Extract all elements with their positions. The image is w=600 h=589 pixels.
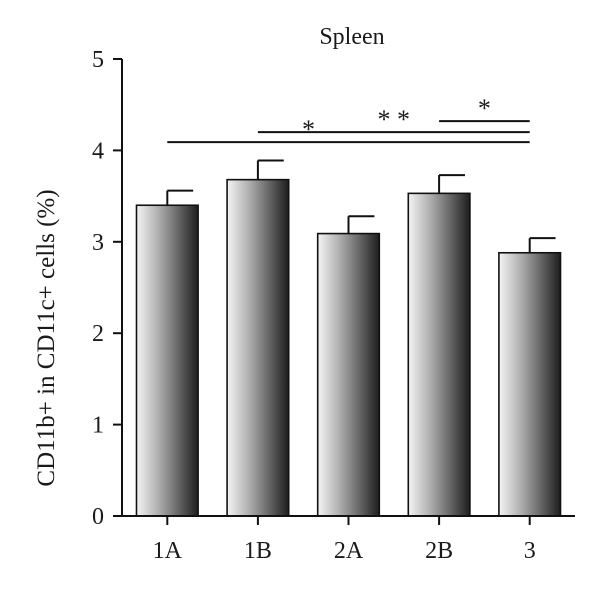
- y-tick-label-4: 4: [92, 138, 104, 164]
- y-axis-ticks: 0 1 2 3 4 5: [92, 47, 122, 530]
- x-tick-label-1b: 1B: [244, 538, 272, 564]
- bar-3: [498, 251, 562, 517]
- x-tick-label-2b: 2B: [425, 538, 453, 564]
- chart-title: Spleen: [319, 24, 384, 50]
- bar-1b: [226, 178, 290, 517]
- significance-label-3: *: [478, 94, 491, 123]
- y-axis-label: CD11b+ in CD11c+ cells (%): [33, 189, 60, 486]
- x-tick-label-2a: 2A: [334, 538, 364, 564]
- y-tick-label-5: 5: [92, 47, 104, 73]
- x-tick-label-3: 3: [524, 538, 536, 564]
- y-tick-label-0: 0: [92, 504, 104, 530]
- x-axis-ticks: 1A 1B 2A 2B 3: [153, 516, 536, 564]
- x-tick-label-1a: 1A: [153, 538, 183, 564]
- bar-2a: [316, 232, 381, 517]
- bar-1a: [135, 204, 199, 517]
- significance-label-1: *: [302, 115, 315, 144]
- bar-2b: [407, 192, 471, 517]
- error-bars-group: [166, 159, 556, 253]
- y-tick-label-3: 3: [92, 230, 104, 256]
- significance-label-2: * *: [378, 105, 411, 134]
- significance-group: * * * *: [167, 94, 530, 144]
- y-tick-label-1: 1: [92, 413, 104, 439]
- y-tick-label-2: 2: [92, 321, 104, 347]
